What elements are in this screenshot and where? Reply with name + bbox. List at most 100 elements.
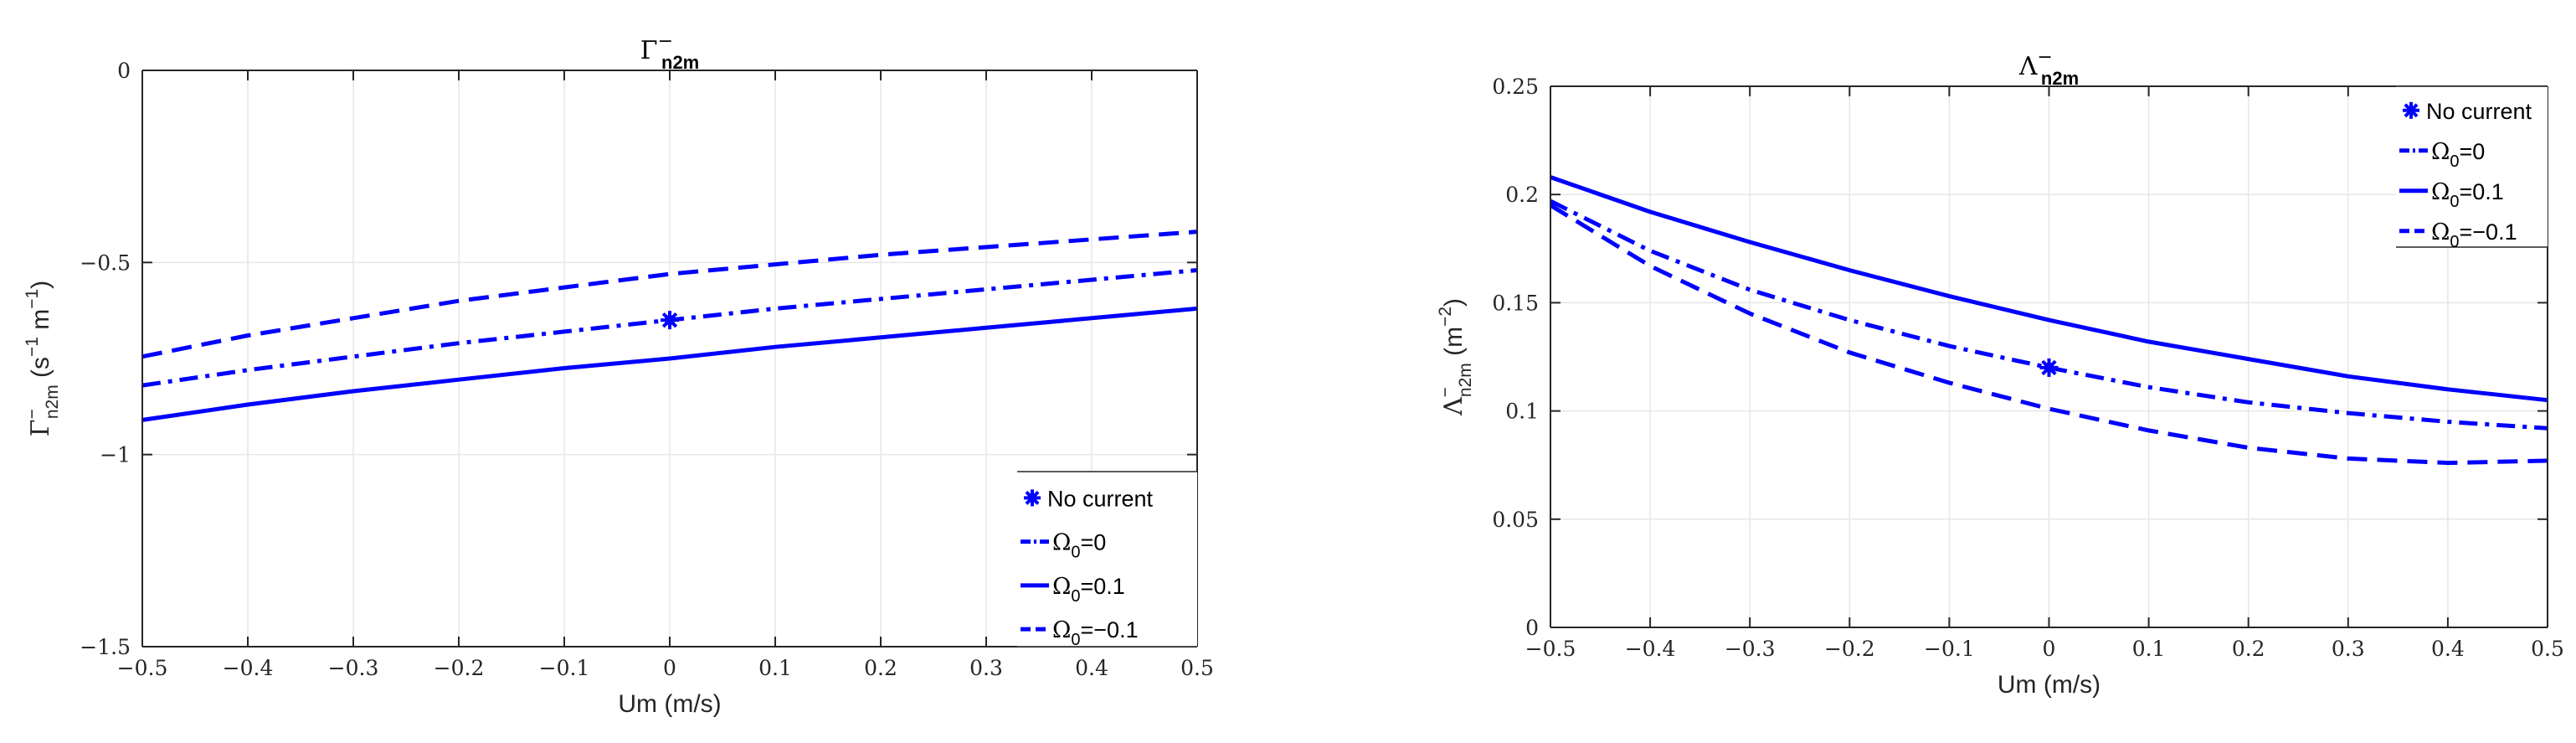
x-tick-label: −0.1 [1924,637,1975,661]
legend-label-no-current: No current [1047,486,1154,511]
legend-sub: 0 [1071,587,1080,606]
legend-label-1: Ω0=0 [1052,530,1106,562]
legend-marker [1025,490,1040,505]
ylabel-unit-sup: −2 [1436,307,1455,327]
legend-sub: 0 [2450,152,2459,171]
series-line-3 [1549,203,2548,466]
legend-omega: Ω [2431,219,2450,245]
legend-value: =0 [2460,139,2486,164]
series-line-2 [141,306,1198,422]
ylabel-sub: n2m [43,384,62,419]
legend-box [1017,472,1197,647]
x-tick-label: −0.1 [539,656,590,680]
y-tick-label: −1.5 [80,635,131,659]
title-sup: − [2037,47,2052,68]
legend-omega: Ω [1052,574,1071,600]
title-sup: − [658,31,673,52]
legend-label-no-current: No current [2426,99,2532,124]
legend-omega: Ω [2431,139,2450,165]
title-symbol: Λ [2018,52,2038,81]
legend-box [2396,86,2548,247]
no-current-point [2039,358,2059,377]
ylabel-unit-sup: −1 [23,337,42,357]
ylabel-sup: − [23,409,42,419]
title-sub: n2m [2041,68,2079,89]
y-tick-label: 0.2 [1505,183,1539,207]
chart-2: −0.5 −0.4 −0.3 −0.2 −0.1 0 0.1 0.2 0.3 0.4 0.500.0… [1436,47,2564,699]
ylabel-unit-sup2: −1 [23,289,42,309]
marker-core [665,315,675,326]
y-tick-label: 0 [1525,616,1539,640]
y-tick-label: −1 [100,443,131,467]
ylabel-sub: n2m [1456,363,1475,397]
x-axis-label: Um (m/s) [618,690,721,718]
title-symbol: Γ [640,36,658,65]
legend-value: =0.1 [1081,574,1125,599]
legend-sub: 0 [2450,233,2459,251]
series-line-2 [1550,175,2548,403]
x-tick-label: −0.4 [223,656,274,680]
x-tick-label: 0.5 [2531,637,2564,661]
legend-omega: Ω [1052,617,1071,643]
x-tick-label: 0.5 [1180,656,1214,680]
ylabel-unit: (m [1440,327,1468,363]
legend-sub: 0 [2450,193,2459,211]
x-tick-label: 0.2 [864,656,897,680]
legend-value: =0.1 [2460,179,2504,204]
legend-value: =0 [1081,530,1107,555]
legend-label-2: Ω0=0.1 [1052,574,1125,606]
chart-1: −0.5 −0.4 −0.3 −0.2 −0.1 0 0.1 0.2 0.3 0.4 0.5 −1.5… [23,31,1214,718]
x-tick-label: 0.3 [969,656,1003,680]
legend-label-3: Ω0=−0.1 [2431,219,2517,251]
legend-sub: 0 [1071,631,1080,649]
ylabel-sup: − [1436,387,1455,397]
y-tick-label: 0.1 [1505,400,1539,424]
x-tick-label: 0.1 [758,656,792,680]
legend-label-2: Ω0=0.1 [2431,179,2504,211]
x-tick-label: 0.1 [2132,637,2166,661]
x-tick-label: −0.3 [1725,637,1776,661]
legend-label-1: Ω0=0 [2431,139,2485,171]
y-tick-label: 0 [117,59,131,83]
ylabel-unit-close: ) [27,281,54,289]
legend-value: =−0.1 [2460,219,2517,245]
x-tick-label: 0 [663,656,676,680]
x-tick-label: 0.2 [2232,637,2265,661]
legend-sub: 0 [1071,544,1080,562]
y-axis-label: Γ−n2m (s−1 m−1) [23,281,62,437]
chart-title: Γ− n2m [640,31,700,73]
x-tick-label: 0 [2043,637,2056,661]
x-tick-label: −0.5 [117,656,168,680]
y-tick-label: 0.05 [1492,508,1539,532]
ylabel-unit: (s [27,357,54,384]
x-tick-label: −0.3 [328,656,379,680]
legend-label-3: Ω0=−0.1 [1052,617,1139,649]
y-tick-label: 0.25 [1492,75,1539,99]
chart-title: Λ− n2m [2018,47,2079,89]
x-axis-label: Um (m/s) [1998,671,2100,699]
legend-marker [2404,103,2419,118]
y-tick-label: −0.5 [80,250,131,275]
x-tick-label: −0.5 [1525,637,1576,661]
y-tick-label: 0.15 [1492,291,1539,315]
legend-omega: Ω [2431,179,2450,205]
x-tick-label: 0.4 [2431,637,2465,661]
series-line-3 [141,230,1198,359]
ylabel-symbol: Λ [1439,397,1468,416]
ylabel-unit-close: ) [1440,298,1468,307]
ylabel-unit-mid: m [27,309,54,337]
title-sub: n2m [661,52,699,73]
y-axis-label: Λ−n2m (m−2) [1436,298,1475,416]
x-tick-label: −0.4 [1625,637,1676,661]
legend-value: =−0.1 [1081,617,1139,642]
x-tick-label: 0.3 [2332,637,2365,661]
x-tick-label: −0.2 [1824,637,1875,661]
ylabel-symbol: Γ [26,419,55,436]
x-tick-label: −0.2 [434,656,485,680]
legend-omega: Ω [1052,530,1071,556]
no-current-point [661,311,679,330]
x-tick-label: 0.4 [1075,656,1108,680]
